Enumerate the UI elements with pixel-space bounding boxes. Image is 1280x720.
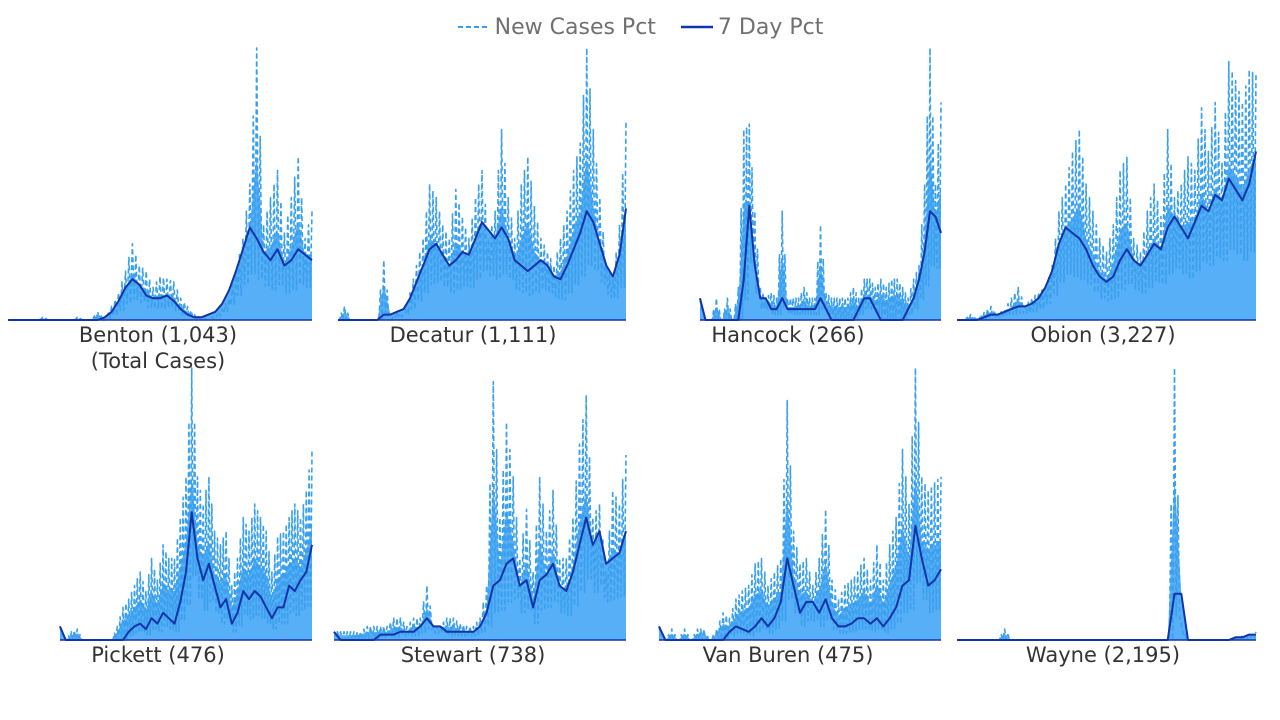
county-label: Obion (3,227) [1030,323,1175,347]
legend-item-new-cases: New Cases Pct [457,15,656,40]
county-label: Van Buren (475) [703,643,874,667]
county-label: Decatur (1,111) [390,323,557,347]
county-label: Benton (1,043) [79,323,237,347]
solid-line-swatch [680,25,713,29]
county-panel-hancock: Hancock (266) [699,47,942,347]
new-cases-line [59,367,313,641]
county-panel-stewart: Stewart (738) [333,380,627,667]
area-fill [659,476,941,640]
county-label: Wayne (2,195) [1026,643,1180,667]
dashed-line-swatch [457,26,490,28]
county-label: Hancock (266) [711,323,864,347]
legend-label-7-day: 7 Day Pct [717,14,824,40]
total-cases-sublabel: (Total Cases) [91,349,225,373]
county-panel-pickett: Pickett (476) [59,367,313,667]
area-fill [334,485,626,640]
seven-day-line [957,151,1257,321]
chart-legend: New Cases Pct 7 Day Pct [0,10,1280,44]
seven-day-line [338,208,627,321]
new-cases-line [957,367,1257,641]
county-panel-van-buren: Van Buren (475) [658,367,942,667]
area-fill [957,476,1256,640]
seven-day-line [957,592,1256,641]
county-panel-benton: Benton (1,043)(Total Cases) [8,47,313,373]
county-panel-obion: Obion (3,227) [957,60,1257,347]
legend-item-7-day: 7 Day Pct [680,15,823,40]
county-panel-wayne: Wayne (2,195) [957,367,1257,667]
new-cases-line [658,367,942,641]
seven-day-line [333,516,627,641]
county-label: Pickett (476) [91,643,225,667]
new-cases-line [333,380,627,641]
county-label: Stewart (738) [401,643,546,667]
legend-label-new-cases: New Cases Pct [494,14,656,40]
area-fill [957,151,1256,320]
county-panel-decatur: Decatur (1,111) [338,47,627,347]
new-cases-line [338,47,627,321]
